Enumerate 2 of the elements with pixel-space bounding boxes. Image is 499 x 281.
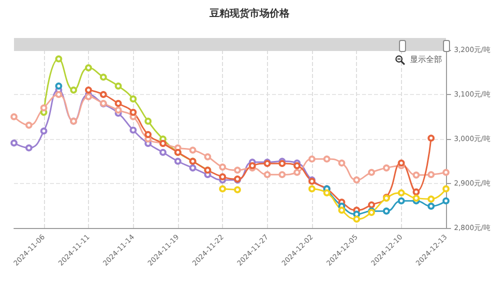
chart-title: 豆粕现货市场价格 [208,8,290,20]
annotation: 显示全部 [410,54,442,65]
